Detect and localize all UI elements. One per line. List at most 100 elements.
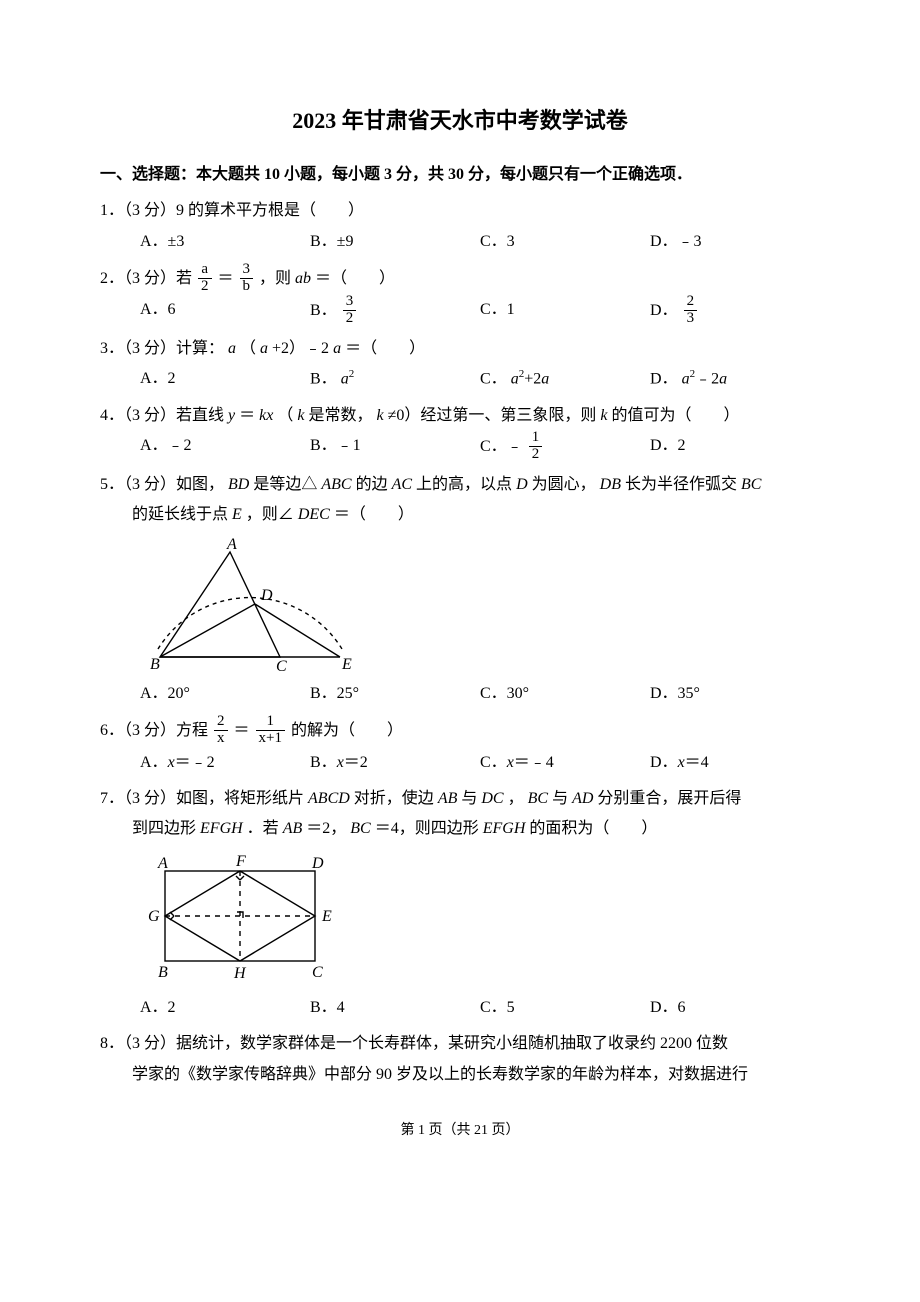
q7-stem-line2: 到四边形 EFGH ．若 AB ＝2， BC ＝4，则四边形 EFGH 的面积为… [100,814,820,844]
q5-l1-mid3: 上的高，以点 [416,476,516,493]
q5-label-b: B [150,656,160,673]
q5-figure: A B C D E [140,537,360,677]
q7-l2-eq2: ＝4，则四边形 [375,820,483,837]
q5-opt-b: B．25° [310,679,480,709]
q4-opt-b: B．﹣1 [310,431,480,464]
question-3: 3．（3 分）计算： a （ a +2）﹣2 a ＝（ ） A．2 B． a2 … [100,334,820,395]
q6-c-pre: C． [480,754,507,771]
q3-stem: 3．（3 分）计算： a （ a +2）﹣2 a ＝（ ） [100,334,820,364]
q6-opt-b: B．x＝2 [310,748,480,778]
q5-abc: ABC [321,476,351,493]
q7-dc: DC [481,790,503,807]
q6-f2-den: x+1 [256,731,285,747]
question-1: 1．（3 分）9 的算术平方根是（ ） A．±3 B．±9 C．3 D．﹣3 [100,196,820,257]
q7-l1-tail: 分别重合，展开后得 [597,790,741,807]
q6-opt-d: D．x＝4 [650,748,820,778]
q6-f2-num: 1 [256,714,285,731]
footer-suf: 页） [488,1123,520,1138]
q2-stem: 2．（3 分）若 a 2 ＝ 3 b ，则 ab ＝（ ） [100,263,820,296]
q6-a-pre: A． [140,754,168,771]
q6-f1-num: 2 [214,714,228,731]
q7-options: A．2 B．4 C．5 D．6 [100,993,820,1023]
q3-opt-c: C． a2+2a [480,364,650,395]
q3-b-a: a [341,371,349,388]
q6-d-x: x [678,754,685,771]
q7-efgh: EFGH [200,820,243,837]
q4-opt-d: D．2 [650,431,820,464]
q6-b-pre: B． [310,754,337,771]
q6-b-tail: ＝2 [344,754,368,771]
q2-d-num: 2 [684,294,698,311]
q6-f1-den: x [214,731,228,747]
q5-e: E [232,506,242,523]
q1-opt-b: B．±9 [310,227,480,257]
q5-l1-pre: 5．（3 分）如图， [100,476,224,493]
q7-efgh2: EFGH [483,820,526,837]
q4-opt-a: A．﹣2 [140,431,310,464]
q5-l1-mid4: 为圆心， [532,476,596,493]
q7-bc: BC [528,790,548,807]
q5-opt-c: C．30° [480,679,650,709]
q7-label-e: E [321,908,332,925]
q2-d-pre: D． [650,302,678,319]
q3-options: A．2 B． a2 C． a2+2a D． a2﹣2a [100,364,820,395]
q6-opt-a: A．x＝﹣2 [140,748,310,778]
q4-kx: kx [259,407,273,424]
q5-l1-mid: 是等边△ [253,476,317,493]
q7-label-c: C [312,964,323,981]
question-6: 6．（3 分）方程 2 x ＝ 1 x+1 的解为（ ） A．x＝﹣2 B．x＝… [100,715,820,778]
q6-options: A．x＝﹣2 B．x＝2 C．x＝﹣4 D．x＝4 [100,748,820,778]
q3-b-sup: 2 [349,368,355,380]
q6-eq: ＝ [234,722,250,739]
q7-figure: A F D G E B H C [140,851,350,991]
q3-b-pre: B． [310,371,337,388]
q5-label-c: C [276,658,287,675]
q6-frac1: 2 x [214,714,228,747]
q5-label-a: A [226,537,237,553]
q3-prefix: 3．（3 分）计算： [100,340,224,357]
q5-options: A．20° B．25° C．30° D．35° [100,679,820,709]
q6-a-tail: ＝﹣2 [175,754,215,771]
q3-a2: a [260,340,268,357]
q7-abcd: ABCD [308,790,350,807]
q3-c-tail: +2 [524,371,541,388]
q3-p1: （ [240,340,256,357]
q4-prefix: 4．（3 分）若直线 [100,407,228,424]
q1-opt-c: C．3 [480,227,650,257]
q1-opt-d: D．﹣3 [650,227,820,257]
q4-tail: 的值可为（ ） [612,407,740,424]
q3-d-pre: D． [650,371,678,388]
q5-stem: 5．（3 分）如图， BD 是等边△ ABC 的边 AC 上的高，以点 D 为圆… [100,470,820,500]
q2-opt-d: D． 2 3 [650,295,820,328]
q3-c-pre: C． [480,371,507,388]
q5-stem-line2: 的延长线于点 E ，则∠ DEC ＝（ ） [100,500,820,530]
q6-d-pre: D． [650,754,678,771]
q3-c-a: a [511,371,519,388]
q2-suffix: ，则 [259,270,295,287]
q6-c-tail: ＝﹣4 [514,754,554,771]
q8-line2: 学家的《数学家传略辞典》中部分 90 岁及以上的长寿数学家的年龄为样本，对数据进… [100,1060,820,1090]
footer-cur: 1 [418,1123,425,1138]
q3-d-a2: a [719,371,727,388]
q5-ac: AC [392,476,412,493]
q7-bc2: BC [350,820,370,837]
q2-frac2-num: 3 [240,262,254,279]
q7-label-d: D [311,855,324,872]
q3-d-tail: ﹣2 [695,371,719,388]
q4-c-den: 2 [529,447,543,463]
q6-c-x: x [507,754,514,771]
q2-opt-b: B． 3 2 [310,295,480,328]
q3-tail: ＝（ ） [345,340,425,357]
q4-c-num: 1 [529,430,543,447]
question-5: 5．（3 分）如图， BD 是等边△ ABC 的边 AC 上的高，以点 D 为圆… [100,470,820,709]
q7-opt-c: C．5 [480,993,650,1023]
q5-d: D [516,476,528,493]
q6-opt-c: C．x＝﹣4 [480,748,650,778]
q7-opt-d: D．6 [650,993,820,1023]
q4-mid: 是常数， [308,407,372,424]
q2-frac1: a 2 [198,262,212,295]
page-footer: 第 1 页（共 21 页） [100,1118,820,1145]
q4-stem: 4．（3 分）若直线 y ＝ kx （ k 是常数， k ≠0）经过第一、第三象… [100,401,820,431]
q6-prefix: 6．（3 分）方程 [100,722,208,739]
q2-b-num: 3 [343,294,357,311]
